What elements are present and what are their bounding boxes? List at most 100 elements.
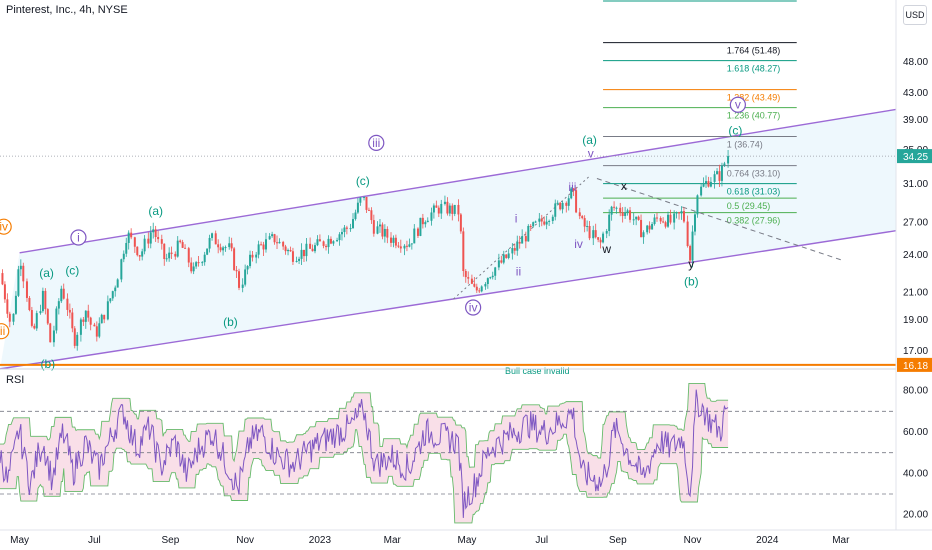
candle-body: [68, 309, 71, 313]
candle-body: [336, 240, 339, 242]
wave-label: (b): [684, 275, 699, 289]
candle-body: [386, 228, 389, 238]
candle-body: [345, 227, 348, 229]
candle-body: [575, 190, 578, 213]
candle-body: [529, 225, 532, 227]
rsi-line[interactable]: [0, 389, 729, 518]
candle-body: [106, 301, 109, 320]
invalid-level-label: Bull case invalid: [505, 366, 570, 376]
candle-body: [208, 237, 211, 249]
candle-body: [73, 328, 76, 346]
fib-level-label: 1.764 (51.48): [727, 46, 781, 56]
candle-body: [195, 262, 198, 267]
price-axis-tick: 21.00: [903, 287, 928, 298]
candle-body: [271, 234, 274, 237]
candle-body: [109, 298, 112, 302]
wave-label: (a): [39, 266, 54, 280]
candle-body: [278, 241, 281, 244]
rsi-band-upper[interactable]: [0, 382, 729, 468]
candle-body: [521, 236, 524, 244]
price-axis-tick: 19.00: [903, 315, 928, 326]
candle-body: [49, 323, 52, 343]
candle-body: [206, 248, 209, 255]
candle-body: [14, 295, 17, 314]
candle-body: [673, 213, 676, 223]
candle-body: [157, 237, 160, 240]
candle-body: [489, 277, 492, 279]
candle-body: [187, 248, 190, 263]
dotted-trend-line[interactable]: [453, 174, 592, 300]
candle-body: [700, 186, 703, 196]
candle-body: [586, 225, 589, 227]
candle-body: [327, 238, 330, 248]
candle-body: [340, 232, 343, 235]
candle-body: [502, 254, 505, 263]
time-axis-tick: Nov: [236, 535, 254, 546]
rsi-pane[interactable]: [0, 382, 896, 524]
candle-body: [116, 279, 119, 288]
candle-body: [79, 319, 82, 335]
candle-body: [707, 181, 710, 187]
candle-body: [41, 290, 44, 312]
wave-label: (b): [40, 357, 55, 371]
candle-body: [532, 222, 535, 227]
candle-body: [669, 214, 672, 223]
candle-body: [244, 269, 247, 285]
candle-body: [141, 251, 144, 257]
candle-body: [459, 214, 462, 232]
candle-body: [567, 198, 570, 206]
candle-body: [52, 330, 55, 343]
candle-body: [289, 250, 292, 252]
invalid-price-label: 16.18: [903, 361, 928, 372]
candle-body: [588, 225, 591, 239]
wave-label: (a): [582, 133, 597, 147]
candle-body: [675, 212, 678, 214]
rsi-band-lower[interactable]: [0, 429, 729, 524]
candle-body: [356, 202, 359, 213]
candle-body: [35, 313, 38, 329]
candle-body: [214, 233, 217, 245]
channel-upper-line[interactable]: [19, 108, 897, 254]
candle-body: [255, 254, 258, 258]
candle-body: [62, 288, 65, 299]
candle-body: [329, 238, 332, 244]
rsi-axis-tick: 60.00: [903, 427, 928, 438]
candle-body: [662, 221, 665, 223]
candle-body: [497, 260, 500, 268]
candle-body: [705, 181, 708, 184]
candle-body: [624, 212, 627, 217]
candle-body: [453, 204, 456, 214]
candle-body: [235, 270, 238, 272]
candles: [1, 150, 730, 351]
candle-body: [165, 258, 168, 260]
currency-button[interactable]: USD: [903, 5, 927, 25]
time-axis-tick: Jul: [88, 535, 101, 546]
wave-label-circle: [729, 96, 746, 113]
candle-body: [138, 255, 141, 257]
candle-body: [678, 212, 681, 214]
candle-body: [581, 216, 584, 219]
candle-body: [89, 317, 92, 325]
channel-lower-line[interactable]: [0, 230, 897, 370]
wave-label: iii: [372, 136, 380, 150]
candle-body: [98, 323, 101, 337]
candle-body: [507, 253, 510, 258]
candle-body: [176, 240, 179, 257]
candle-body: [524, 236, 527, 242]
candle-body: [127, 232, 130, 243]
price-pane[interactable]: 1.764 (51.48) 1.618 (48.27) 1.382 (43.49) 1…: [0, 0, 897, 376]
candle-body: [696, 195, 699, 215]
wave-label: v: [735, 98, 741, 112]
candle-body: [190, 262, 193, 272]
candle-body: [613, 206, 616, 208]
candle-body: [615, 207, 618, 209]
fib-level-label: 0.618 (31.03): [727, 187, 781, 197]
candle-body: [435, 205, 438, 208]
candle-body: [233, 248, 236, 271]
dashed-trend-line[interactable]: [596, 178, 842, 261]
wave-label: (c): [728, 124, 742, 138]
candle-body: [473, 283, 476, 287]
wave-label: (c): [65, 263, 79, 277]
candle-body: [260, 244, 263, 246]
